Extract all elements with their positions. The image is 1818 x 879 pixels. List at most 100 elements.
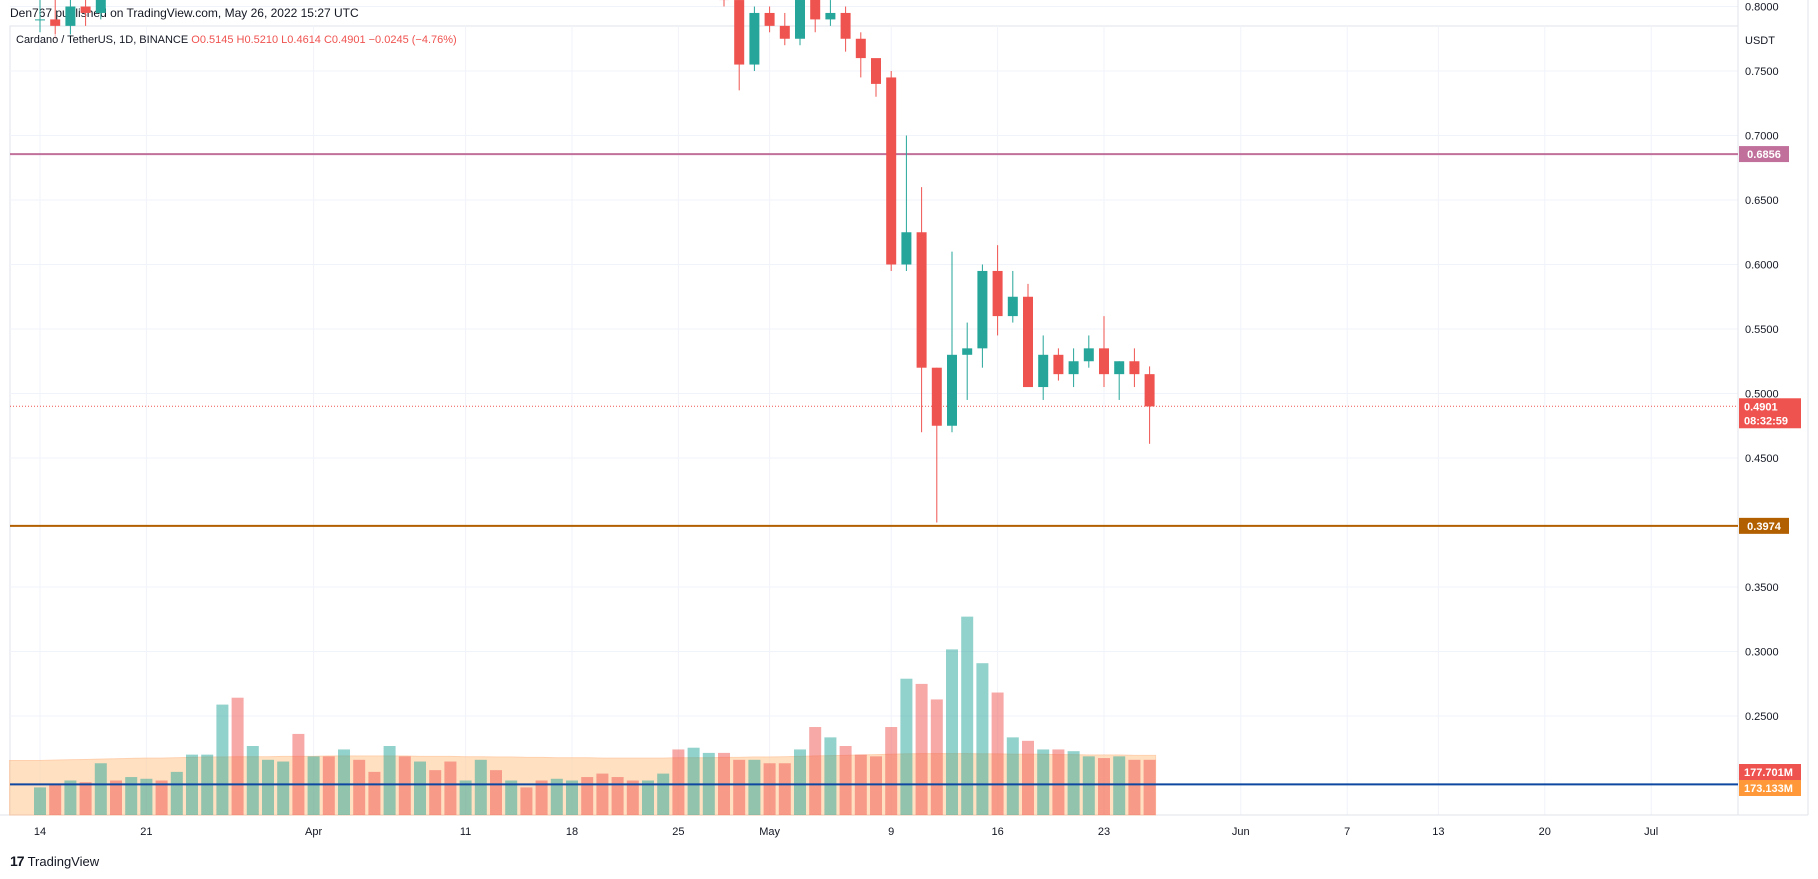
y-tick-label: 0.7000 (1745, 131, 1779, 143)
volume-bar (277, 761, 290, 815)
candle (962, 322, 973, 400)
candle-body (901, 232, 912, 265)
volume-bar (763, 763, 776, 815)
volume-bar (778, 763, 791, 815)
volume-bar (474, 759, 487, 815)
candle-body (1007, 296, 1018, 317)
candle (1114, 361, 1125, 400)
volume-bar (611, 777, 624, 815)
candle-body (1023, 296, 1033, 388)
candle-body (95, 0, 106, 13)
volume-bar (1128, 759, 1141, 815)
candle (795, 0, 805, 46)
candle (764, 6, 775, 33)
volume-bar (596, 773, 609, 815)
candle-body (916, 232, 927, 368)
candle (1023, 283, 1033, 388)
volume-bar (490, 770, 502, 815)
candle-body (947, 354, 957, 426)
candle-body (1053, 354, 1064, 375)
volume-bar (550, 778, 563, 815)
last-price-label: 0.4901 (1744, 401, 1778, 413)
y-tick-label: 0.5000 (1745, 389, 1779, 401)
candle-body (65, 6, 76, 26)
level-tag (1739, 517, 1789, 534)
volume-bar (368, 771, 381, 815)
candles (35, 0, 1155, 523)
candle-body (840, 12, 851, 39)
y-tick-label: 0.5500 (1745, 324, 1779, 336)
x-tick-label: 9 (888, 826, 894, 838)
volume-bar (216, 704, 229, 815)
volume-bar (398, 756, 411, 815)
volume-bar (140, 778, 153, 815)
volume-bar (110, 780, 122, 815)
candle-body (825, 12, 836, 20)
volume-bar (1052, 749, 1065, 815)
volume-bar (961, 616, 974, 815)
volume-bar (322, 756, 335, 815)
candle (916, 187, 927, 433)
y-tick-label: 0.3500 (1745, 582, 1779, 594)
volume-bar (246, 746, 259, 815)
tradingview-logo[interactable]: 17 TradingView (10, 853, 99, 869)
volume-bar (733, 759, 746, 815)
x-tick-label: 7 (1344, 826, 1350, 838)
volume-bar (79, 782, 92, 815)
volume-bar (642, 780, 654, 815)
candle (1099, 316, 1109, 388)
candle (1038, 335, 1049, 400)
x-tick-label: 25 (672, 826, 684, 838)
legend-ohlc: O0.5145 H0.5210 L0.4614 C0.4901 −0.0245 … (191, 34, 457, 46)
candle (977, 264, 988, 368)
candle (992, 245, 1003, 336)
candle (886, 71, 897, 271)
level-tag-label: 0.6856 (1747, 149, 1781, 161)
x-tick-label: 18 (566, 826, 578, 838)
x-tick-label: 23 (1098, 826, 1110, 838)
x-tick-label: 21 (140, 826, 152, 838)
volume-bar (915, 683, 928, 815)
volume-bar (581, 777, 594, 815)
volume-bar (262, 759, 274, 815)
x-tick-label: Apr (305, 826, 322, 838)
volume-bar (535, 780, 548, 815)
volume-bar (885, 727, 898, 815)
candle-body (779, 25, 790, 39)
candle-body (962, 348, 973, 355)
volume-bar (1082, 756, 1095, 815)
legend-symbol: Cardano / TetherUS, 1D, BINANCE (16, 34, 189, 46)
candle (825, 0, 836, 26)
x-tick-label: 11 (460, 826, 471, 838)
candle (50, 0, 61, 39)
volume-tag-label: 177.701M (1744, 767, 1793, 779)
volume-bar (748, 759, 761, 815)
volume-bar (991, 692, 1004, 815)
level-tag (1739, 146, 1789, 163)
volume-bar (976, 663, 989, 815)
countdown-label: 08:32:59 (1744, 415, 1788, 427)
grid-lines (10, 6, 1738, 815)
volume-bar (687, 747, 700, 815)
candle (65, 0, 76, 39)
volume-bar (34, 787, 46, 815)
volume-bar (307, 756, 320, 815)
volume-bar (459, 780, 472, 815)
candle-body (855, 38, 866, 59)
candle (1129, 348, 1140, 388)
candle-body (977, 270, 988, 349)
candle-body (795, 0, 805, 39)
volume-bars (34, 616, 1156, 815)
volume-bar (231, 697, 244, 815)
x-tick-label: Jun (1232, 826, 1250, 838)
volume-bar (839, 746, 852, 815)
volume-bar (1037, 749, 1050, 815)
volume-bar (930, 699, 943, 815)
candle (1083, 335, 1094, 368)
candle-body (35, 19, 45, 21)
volume-tag (1739, 780, 1801, 796)
volume-bar (155, 780, 168, 815)
volume-bar (520, 787, 533, 815)
candle (35, 0, 45, 33)
